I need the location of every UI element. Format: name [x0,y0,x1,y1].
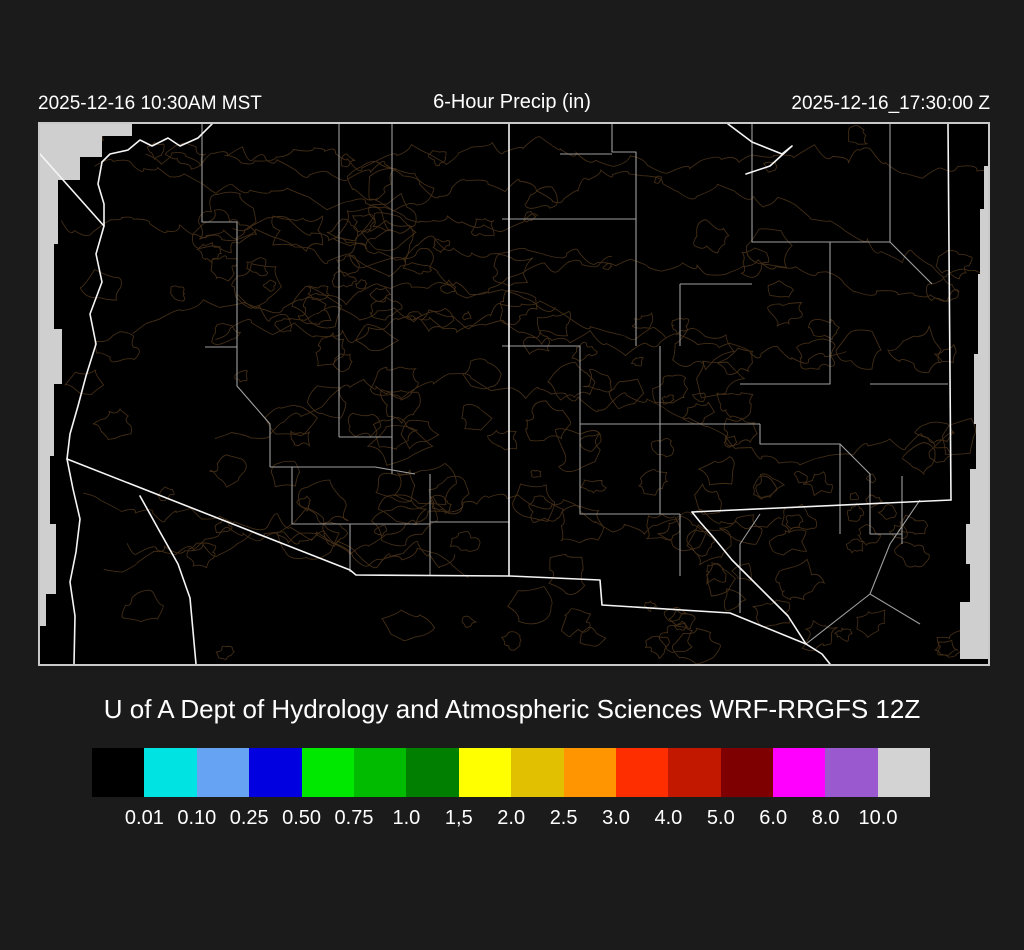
nevada-utah-corner [101,124,213,163]
colorbar-swatch-3 [249,748,302,797]
rio-grande-river [691,511,831,664]
valid-time-local: 2025-12-16 10:30AM MST [38,93,262,114]
colorbar [92,748,931,797]
map-canvas [40,124,988,664]
colorbar-swatch-1 [144,748,197,797]
precip-map [38,122,990,666]
state-borders-and-rivers [40,124,952,664]
domain-edge-strips [40,124,988,659]
colorbar-swatch-4 [301,748,354,797]
colorbar-threshold-label: 0.10 [177,807,217,829]
colorbar-threshold-label: 0.50 [282,807,322,829]
colorbar-threshold-label: 5.0 [706,807,735,829]
san-juan-river [727,124,793,175]
colorbar-swatch-2 [196,748,250,797]
colorbar-swatch-9 [563,748,616,797]
mexico-border [66,458,807,645]
river-south-1 [66,458,81,664]
colorbar-threshold-label: 1,5 [444,807,473,829]
colorbar-swatch-12 [720,748,774,797]
colorbar-threshold-label: 0.01 [124,807,164,829]
valid-time-utc: 2025-12-16_17:30:00 Z [791,93,990,114]
colorbar-threshold-label: 3.0 [602,807,630,829]
colorbar-threshold-label: 0.75 [334,807,374,829]
colorado-river-border [66,161,105,460]
colorbar-swatch-6 [406,748,459,797]
texas-south-border [691,499,952,513]
new-mexico-texas-border [947,124,952,501]
colorbar-swatch-8 [511,748,564,797]
colorbar-threshold-label: 10.0 [858,807,898,829]
caption: U of A Dept of Hydrology and Atmospheric… [103,694,921,724]
colorbar-swatch-0 [92,748,145,797]
river-south-2 [139,495,197,664]
map-background [40,124,988,664]
colorbar-threshold-label: 1.0 [392,807,421,829]
colorbar-threshold-label: 2.5 [549,807,578,829]
colorbar-threshold-label: 2.0 [497,807,526,829]
colorbar-swatch-13 [773,748,826,797]
colorbar-threshold-label: 0.25 [229,807,269,829]
colorbar-swatch-11 [668,748,721,797]
plot-title: 6-Hour Precip (in) [433,91,591,113]
colorbar-swatch-15 [877,748,931,797]
colorbar-swatch-10 [615,748,669,797]
nevada-california-diagonal [40,153,105,227]
colorbar-threshold-label: 4.0 [654,807,683,829]
colorbar-swatch-14 [825,748,878,797]
terrain-contours [60,124,988,664]
colorbar-threshold-label: 6.0 [759,807,788,829]
colorbar-threshold-label: 8.0 [811,807,840,829]
colorbar-swatch-5 [353,748,407,797]
colorbar-labels: 0.01 0.10 0.25 0.50 0.75 1.0 1,5 2.0 2.5 3.0 4.0 5.… [92,807,932,833]
colorbar-swatch-7 [458,748,512,797]
